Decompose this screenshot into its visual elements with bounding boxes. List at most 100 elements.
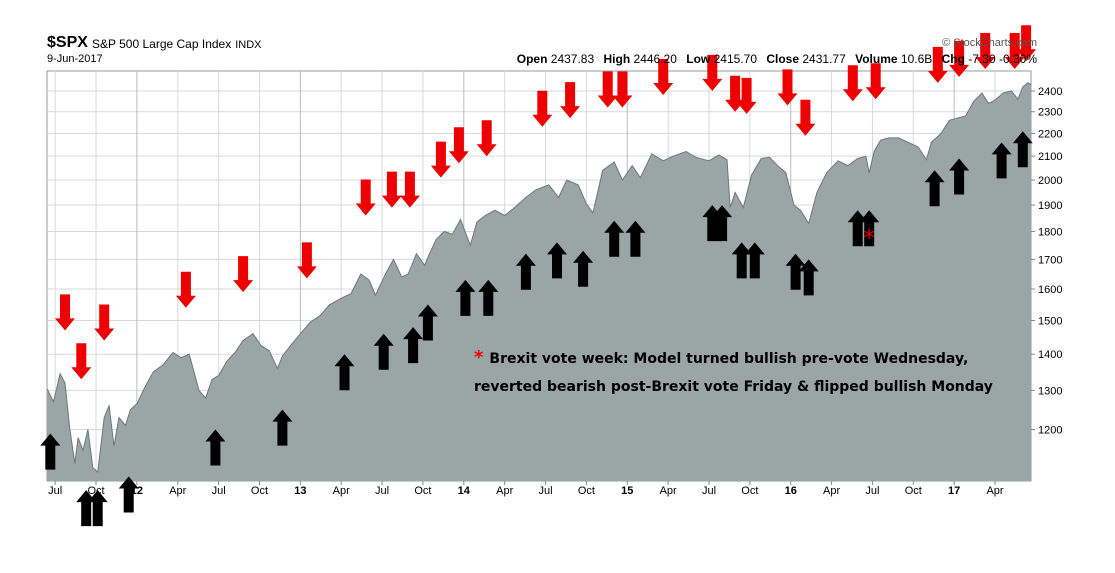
y-tick-label: 1500: [1038, 316, 1062, 328]
low-label: Low: [686, 52, 711, 66]
x-tick-label: 13: [294, 485, 306, 497]
bearish-arrow: [597, 71, 618, 108]
bullish-arrow: [991, 142, 1012, 179]
bearish-arrow: [1016, 25, 1037, 62]
x-tick-label: Jul: [702, 485, 716, 497]
volume-value: 10.6B: [900, 52, 933, 66]
bullish-arrow: [118, 476, 139, 513]
bullish-arrow: [515, 253, 536, 290]
x-tick-label: Apr: [823, 485, 840, 497]
bullish-signals: [40, 131, 1033, 527]
open-value: 2437.83: [550, 52, 595, 66]
volume-label: Volume: [855, 52, 898, 66]
bearish-arrow: [777, 69, 798, 106]
close-value: 2431.77: [802, 52, 846, 66]
bullish-arrow: [417, 304, 438, 341]
x-tick-label: 16: [785, 485, 797, 497]
brexit-marker-group: *: [864, 226, 875, 251]
change-label: Chg: [941, 52, 965, 66]
bullish-arrow: [785, 253, 806, 290]
bearish-arrow: [448, 127, 469, 164]
index-name: S&P 500 Large Cap Index INDX: [92, 37, 262, 51]
bullish-arrow: [949, 158, 970, 195]
bullish-arrow: [712, 205, 733, 242]
bullish-arrow: [744, 242, 765, 279]
bullish-arrow: [1012, 131, 1033, 168]
x-tick-label: Oct: [578, 485, 595, 497]
x-tick-label: Apr: [333, 485, 350, 497]
bearish-arrow: [927, 46, 948, 83]
bullish-arrow: [547, 242, 567, 279]
x-tick-label: 14: [458, 485, 471, 497]
bullish-arrow: [334, 354, 355, 391]
index-title: S&P 500 Large Cap Index: [92, 37, 232, 51]
price-line: [46, 82, 1032, 474]
change-value: -7.30 -0.30%: [968, 52, 1037, 66]
bullish-arrow: [798, 259, 819, 296]
annotation-line-1: * Brexit vote week: Model turned bullish …: [474, 344, 993, 373]
x-tick-label: Jul: [375, 485, 389, 497]
x-tick-label: Apr: [660, 485, 677, 497]
bullish-arrow: [403, 327, 424, 364]
x-tick-label: Jul: [865, 485, 879, 497]
x-tick-label: Apr: [169, 485, 186, 497]
bearish-arrow: [949, 40, 970, 77]
y-tick-label: 1800: [1038, 226, 1062, 238]
bearish-arrow: [1004, 33, 1025, 69]
brexit-annotation: * Brexit vote week: Model turned bullish …: [474, 344, 993, 401]
bearish-arrow: [175, 271, 196, 308]
bearish-arrow: [399, 171, 420, 208]
high-label: High: [603, 52, 631, 66]
bearish-arrow: [653, 59, 674, 95]
close-label: Close: [766, 52, 800, 66]
x-tick-label: 15: [621, 485, 633, 497]
bearish-signals: [55, 25, 1037, 380]
y-tick-label: 2200: [1038, 128, 1062, 140]
bullish-arrow: [573, 250, 594, 287]
bearish-arrow: [795, 99, 816, 136]
y-tick-label: 1600: [1038, 284, 1062, 296]
bearish-arrow: [430, 141, 451, 178]
y-tick-label: 1200: [1038, 425, 1062, 437]
y-tick-label: 2000: [1038, 175, 1062, 187]
bearish-arrow: [233, 256, 254, 293]
bullish-arrow: [40, 433, 61, 470]
bearish-arrow: [296, 242, 317, 279]
x-tick-label: Oct: [251, 485, 268, 497]
ticker-symbol: $SPX: [47, 34, 88, 51]
bullish-arrow: [455, 279, 476, 316]
chart-date: 9-Jun-2017: [47, 53, 103, 65]
bullish-arrow: [604, 220, 625, 257]
bullish-arrow: [859, 210, 880, 247]
bullish-arrow: [731, 242, 752, 279]
stockcharts-watermark: © StockCharts.com: [942, 37, 1037, 49]
x-tick-label: 17: [948, 485, 960, 497]
bearish-arrow: [560, 82, 581, 119]
bearish-arrow: [842, 65, 863, 102]
x-tick-label: Apr: [986, 485, 1003, 497]
x-tick-label: Apr: [496, 485, 513, 497]
x-axis: Jul Oct 12 Apr Jul Oct 13 Apr Jul Oct 14 Apr Jul Oct 1…: [48, 481, 1004, 497]
bearish-arrow: [355, 179, 376, 216]
bearish-arrow: [532, 90, 553, 127]
bearish-arrow: [55, 294, 75, 331]
high-value: 2446.20: [633, 52, 677, 66]
bearish-arrow: [975, 33, 996, 69]
annotation-star: *: [474, 347, 484, 368]
bearish-arrow: [612, 71, 633, 108]
y-tick-label: 1300: [1038, 385, 1062, 397]
open-label: Open: [516, 52, 548, 66]
bearish-arrow: [381, 171, 402, 208]
bearish-arrow: [702, 54, 723, 91]
x-tick-label: Oct: [905, 485, 922, 497]
bullish-arrow: [373, 333, 394, 370]
bearish-arrow: [476, 120, 497, 157]
y-tick-label: 1900: [1038, 200, 1062, 212]
bearish-arrow: [71, 343, 92, 380]
bearish-arrow: [865, 63, 886, 100]
annotation-text-1: Brexit vote week: Model turned bullish p…: [489, 351, 969, 367]
x-tick-label: Jul: [48, 485, 62, 497]
x-tick-label: Oct: [414, 485, 431, 497]
bullish-arrow: [272, 409, 293, 446]
x-tick-label: Jul: [212, 485, 226, 497]
